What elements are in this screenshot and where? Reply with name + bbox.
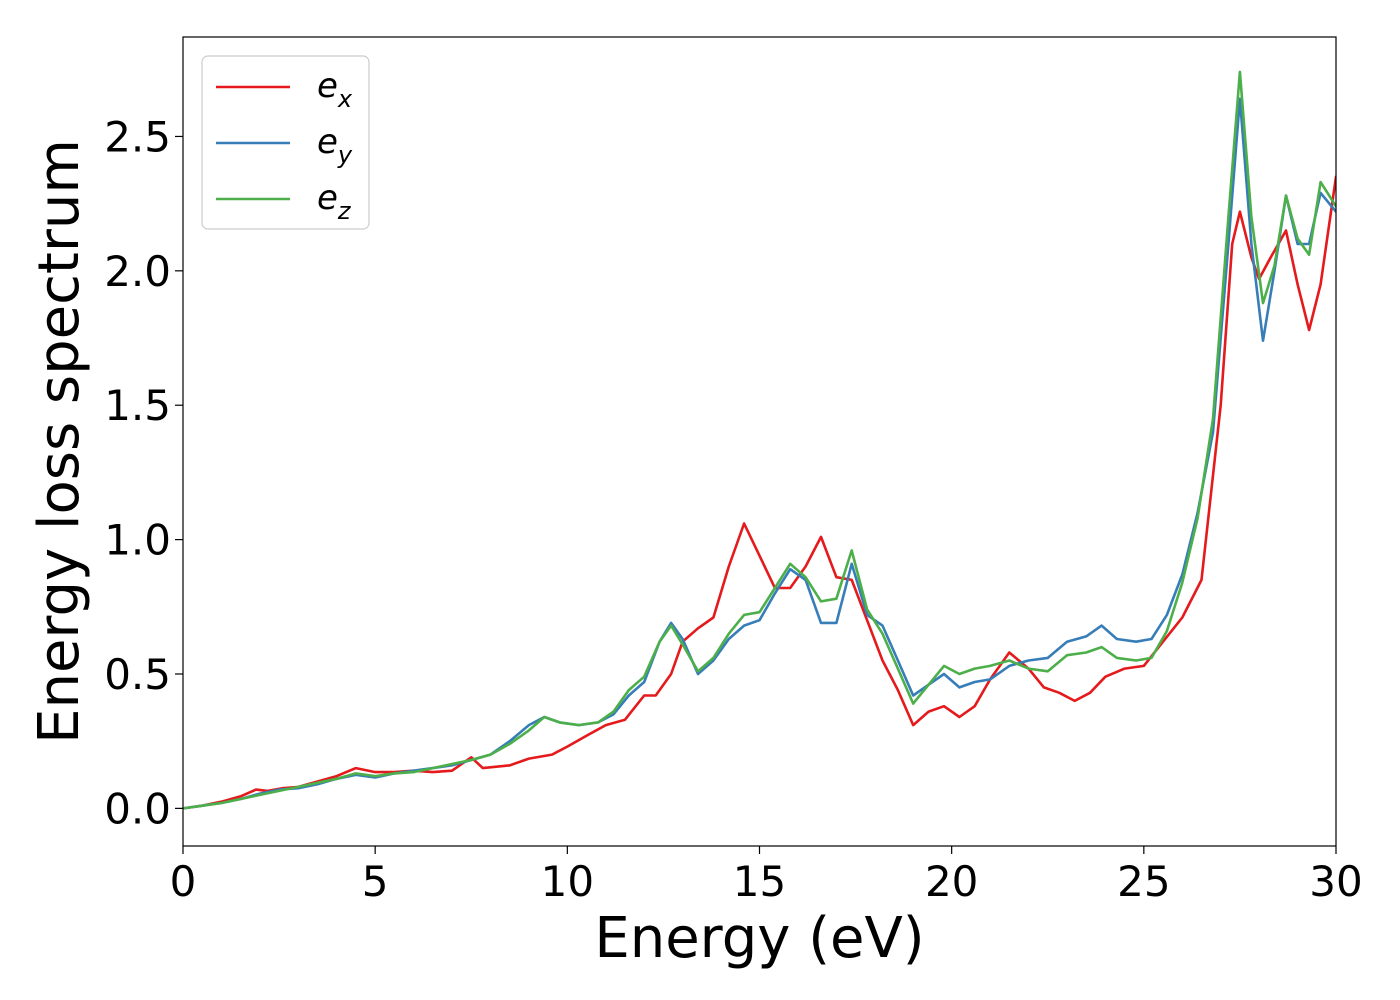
series-layer — [183, 70, 1336, 810]
y-axis-ticks: 0.0 0.5 1.0 1.5 2.0 2.5 — [104, 112, 183, 833]
x-tick-label: 15 — [733, 857, 786, 906]
x-tick-label: 0 — [170, 857, 197, 906]
x-tick-label: 10 — [541, 857, 594, 906]
y-axis-title: Energy loss spectrum — [27, 139, 92, 744]
x-axis-title: Energy (eV) — [594, 906, 924, 971]
legend-subscript: x — [337, 85, 353, 113]
y-tick-label: 2.0 — [104, 247, 171, 296]
series-line-z — [183, 70, 1336, 810]
y-tick-label: 1.5 — [104, 381, 171, 430]
x-axis-ticks: 0 5 10 15 20 25 30 — [170, 846, 1363, 906]
y-tick-label: 1.0 — [104, 516, 171, 565]
x-tick-label: 20 — [925, 857, 978, 906]
legend-subscript: z — [337, 197, 352, 225]
series-line-x — [183, 175, 1336, 810]
x-tick-label: 25 — [1117, 857, 1170, 906]
y-tick-label: 0.0 — [104, 784, 171, 833]
y-tick-label: 2.5 — [104, 112, 171, 161]
x-tick-label: 5 — [362, 857, 389, 906]
y-tick-label: 0.5 — [104, 650, 171, 699]
x-tick-label: 30 — [1309, 857, 1362, 906]
legend-subscript: y — [337, 141, 353, 169]
legend-item-y: ey — [216, 122, 353, 169]
